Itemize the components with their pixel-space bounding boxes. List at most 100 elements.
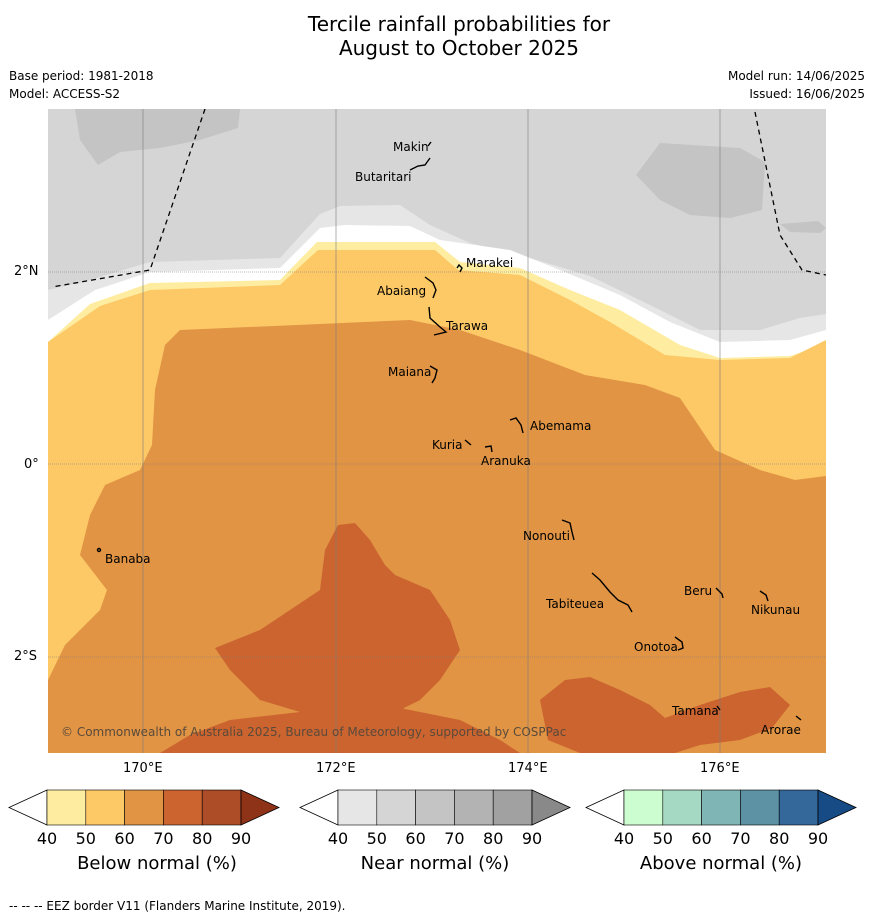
island-beru	[715, 587, 724, 599]
island-nonouti	[561, 519, 575, 541]
colorbar-near-low-extend	[299, 789, 339, 826]
colorbar-below-tick: 80	[192, 829, 212, 848]
colorbar-above-tick: 90	[808, 829, 828, 848]
colorbar-below-segment	[85, 789, 125, 826]
title-line-2: August to October 2025	[338, 36, 580, 60]
island-butaritari	[409, 157, 431, 171]
colorbar-below-tick: 70	[153, 829, 173, 848]
colorbar-below: 40 50 60 70 80 90	[8, 789, 280, 848]
near-normal-60-region-ne	[636, 143, 765, 218]
below-normal-70-region-southeast	[540, 677, 790, 753]
colorbar-above-segment	[623, 789, 664, 826]
island-tamana	[716, 705, 721, 711]
label-kuria: Kuria	[432, 438, 463, 452]
islands	[96, 141, 802, 721]
below-normal-70-region-center	[215, 523, 460, 715]
issued-date: Issued: 16/06/2025	[749, 87, 865, 101]
island-tarawa	[428, 306, 448, 336]
title-line-1: Tercile rainfall probabilities for	[307, 12, 611, 36]
label-tamana: Tamana	[671, 704, 719, 718]
island-kuria	[464, 439, 472, 446]
footnote: -- -- -- EEZ border V11 (Flanders Marine…	[9, 899, 346, 913]
island-abaiang	[424, 276, 437, 299]
eez-border-west	[51, 109, 206, 288]
colorbar-above-tick: 80	[769, 829, 789, 848]
colorbar-below-tick: 50	[76, 829, 96, 848]
colorbar-below-tick: 60	[114, 829, 134, 848]
lon-label-174e: 174°E	[508, 761, 548, 776]
colorbar-near: 40 50 60 70 80 90	[299, 789, 571, 848]
colorbar-below-high-extend	[240, 789, 280, 826]
island-banaba	[96, 547, 102, 553]
colorbar-near-segment	[415, 789, 455, 826]
island-marakei	[456, 263, 463, 273]
colorbar-below-label: Below normal (%)	[77, 853, 237, 874]
colorbar-below-segment	[163, 789, 203, 826]
island-onotoa	[674, 636, 684, 651]
colorbars: 40 50 60 70 80 90 40 50 60 70 80 90 40 50 60 70 80 90	[8, 789, 857, 848]
label-butaritari: Butaritari	[355, 170, 412, 184]
island-abemama	[509, 417, 524, 434]
label-tarawa: Tarawa	[445, 319, 488, 333]
island-aranuka	[484, 445, 493, 453]
base-period: Base period: 1981-2018	[9, 69, 154, 83]
colorbar-above-segment	[740, 789, 780, 826]
colorbar-below-low-extend	[8, 789, 48, 826]
colorbar-near-tick: 90	[522, 829, 542, 848]
colorbar-above-tick: 50	[653, 829, 673, 848]
lat-label-2n: 2°N	[14, 264, 39, 279]
colorbar-below-tick: 90	[231, 829, 251, 848]
colorbar-below-segment	[201, 789, 242, 826]
lon-label-176e: 176°E	[700, 761, 740, 776]
below-normal-70-region-south	[160, 708, 520, 753]
label-nikunau: Nikunau	[751, 603, 800, 617]
colorbar-above: 40 50 60 70 80 90	[585, 789, 857, 848]
colorbar-above-segment	[701, 789, 741, 826]
label-nonouti: Nonouti	[523, 529, 570, 543]
colorbar-near-tick: 50	[367, 829, 387, 848]
label-abaiang: Abaiang	[377, 284, 426, 298]
grid-lines	[48, 109, 826, 753]
map-panel: Makin Butaritari Marakei Abaiang Tarawa …	[48, 109, 826, 753]
label-abemama: Abemama	[530, 419, 591, 433]
label-maiana: Maiana	[388, 365, 431, 379]
island-tabiteuea	[591, 572, 633, 613]
colorbar-below-tick: 40	[37, 829, 57, 848]
label-onotoa: Onotoa	[634, 640, 678, 654]
island-maiana	[429, 365, 438, 384]
colorbar-near-segment	[376, 789, 416, 826]
copyright-notice: © Commonwealth of Australia 2025, Bureau…	[61, 725, 566, 739]
colorbar-near-label: Near normal (%)	[360, 853, 510, 874]
colorbar-above-tick: 40	[614, 829, 634, 848]
island-arorae	[795, 715, 802, 721]
label-aranuka: Aranuka	[481, 454, 531, 468]
label-arorae: Arorae	[761, 723, 801, 737]
island-makin	[427, 141, 432, 147]
colorbar-near-tick: 60	[405, 829, 425, 848]
colorbar-near-high-extend	[531, 789, 571, 826]
label-beru: Beru	[684, 584, 712, 598]
colorbar-above-tick: 70	[730, 829, 750, 848]
label-makin: Makin	[393, 140, 429, 154]
eez-border-east	[754, 111, 826, 276]
colorbar-above-high-extend	[817, 789, 857, 826]
lat-label-2s: 2°S	[14, 649, 38, 664]
colorbar-above-segment	[662, 789, 702, 826]
near-normal-60-region-e	[780, 221, 826, 233]
place-labels: Makin Butaritari Marakei Abaiang Tarawa …	[105, 140, 801, 737]
near-normal-60-region-nw	[75, 109, 240, 165]
meta-right: Model run: 14/06/2025 Issued: 16/06/2025	[728, 67, 865, 103]
label-tabiteuea: Tabiteuea	[545, 597, 604, 611]
lon-label-172e: 172°E	[316, 761, 356, 776]
colorbar-above-segment	[778, 789, 819, 826]
label-banaba: Banaba	[105, 552, 151, 566]
colorbar-near-segment	[492, 789, 533, 826]
island-nikunau	[759, 590, 769, 602]
model-run: Model run: 14/06/2025	[727, 69, 865, 83]
meta-left: Base period: 1981-2018 Model: ACCESS-S2	[9, 67, 154, 103]
colorbar-near-tick: 40	[328, 829, 348, 848]
colorbar-above-label: Above normal (%)	[639, 853, 803, 874]
colorbar-near-tick: 70	[444, 829, 464, 848]
colorbar-above-low-extend	[585, 789, 625, 826]
